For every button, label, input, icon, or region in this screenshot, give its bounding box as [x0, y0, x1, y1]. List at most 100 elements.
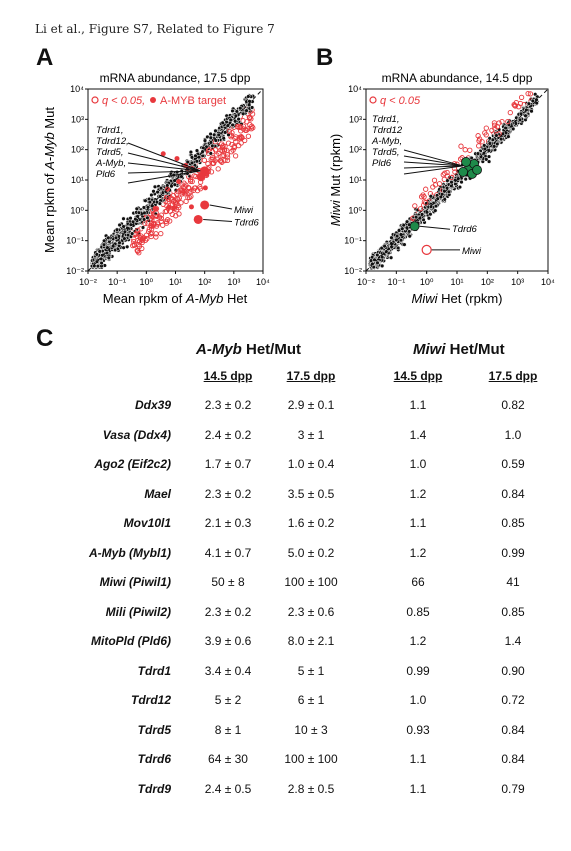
panel-a-callout-line [127, 162, 201, 172]
table-row-gene: Tdrd6 [137, 752, 171, 766]
table-cell: 1.0 [504, 427, 522, 442]
table-cell: 1.6 ± 0.2 [287, 516, 335, 530]
table-cell: 0.72 [501, 693, 525, 707]
panel-b-target-cluster [458, 167, 468, 177]
panel-letter-a: A [36, 44, 54, 71]
data-point [459, 179, 464, 185]
data-point [179, 174, 184, 179]
data-point [220, 120, 225, 125]
y-tick-label: 10¹ [349, 175, 362, 185]
data-point-target [152, 205, 158, 211]
y-tick-label: 10³ [349, 114, 362, 124]
data-point [121, 216, 126, 221]
data-point-significant [218, 147, 224, 153]
table-row-gene: Ddx39 [134, 398, 171, 412]
panel-a-target-cluster [200, 166, 210, 176]
data-point-target [202, 185, 208, 191]
data-point [122, 229, 128, 234]
data-point [213, 128, 218, 133]
data-point-significant [158, 230, 164, 237]
table-group-miwi: Miwi Het/Mut [413, 341, 505, 358]
data-point-significant [167, 218, 173, 224]
data-point-significant [232, 153, 239, 159]
table-cell: 6 ± 1 [297, 693, 325, 707]
table-cell: 1.4 [504, 634, 522, 648]
data-point [194, 159, 200, 164]
table-cell: 8 ± 1 [214, 722, 242, 737]
panel-a-legend-filled-marker [150, 97, 156, 103]
data-point-significant [163, 218, 169, 225]
data-point [125, 244, 130, 249]
table-cell: 2.4 ± 0.2 [204, 427, 252, 442]
data-point-significant [224, 154, 231, 160]
panel-a-ylabel: Mean rpkm of A-Myb Mut [42, 107, 57, 253]
panel-a-callout-label: A-Myb, [95, 158, 126, 169]
panel-a-xlabel: Mean rpkm of A-Myb Het [103, 291, 248, 306]
panel-a-callout-label: Pld6 [96, 169, 116, 180]
data-point [230, 122, 235, 128]
data-point [428, 194, 433, 199]
data-point-significant [162, 208, 168, 215]
data-point [230, 108, 235, 114]
data-point [426, 216, 432, 221]
data-point [136, 210, 142, 215]
table-group-amyb-italic: A-Myb [196, 341, 242, 358]
data-point [143, 198, 148, 203]
data-point-significant [186, 194, 193, 201]
panel-b-miwi-marker [421, 244, 432, 255]
panel-b-legend-q: q < 0.05 [380, 95, 421, 107]
data-point-significant [229, 141, 235, 148]
panel-a-ticks: 10⁻²10⁻² 10⁻¹ 10⁻¹ 10⁰ 10⁰ 10¹ 10¹ 10² 10² 10³ 10³… [66, 84, 270, 287]
data-point [487, 136, 492, 141]
table-row-gene: Tdrd12 [130, 693, 171, 707]
data-point-significant [219, 153, 225, 159]
data-point [140, 225, 146, 230]
panel-a-legend-target: A-MYB target [160, 95, 226, 107]
data-point-significant [176, 204, 182, 211]
table-cell: 0.99 [406, 663, 430, 678]
data-point [208, 151, 213, 156]
data-point-significant [212, 147, 219, 153]
panel-a-callout-line [127, 152, 201, 172]
data-point-significant [158, 212, 164, 218]
data-point [517, 117, 523, 122]
data-point [238, 106, 243, 111]
data-point [185, 159, 190, 165]
table-cell: 0.85 [501, 604, 525, 619]
panel-a-xlabel-italic: A-Myb [185, 291, 224, 306]
table-row-gene: Tdrd1 [137, 663, 171, 678]
data-point-significant [250, 125, 256, 131]
table-cell: 0.79 [501, 781, 525, 796]
data-point [105, 245, 110, 250]
data-point-significant [458, 143, 464, 149]
scatter-plots: mRNA abundance, 17.5 dpp 10⁻²10⁻²10⁻¹10⁻… [42, 71, 555, 306]
panel-a-miwi-marker [200, 200, 210, 210]
panel-b-callout-label: A-Myb, [371, 136, 402, 147]
data-point [106, 255, 111, 260]
table-subheader: 17.5 dpp [286, 369, 336, 383]
data-point-significant [237, 124, 243, 131]
table-cell: 10 ± 3 [294, 722, 328, 737]
data-point [486, 148, 492, 153]
x-tick-label: 10¹ [450, 277, 463, 287]
panel-b-xlabel-post: Het (rpkm) [438, 291, 503, 306]
data-point-significant [205, 147, 212, 154]
table-cell: 41 [506, 575, 520, 589]
y-tick-label: 10³ [71, 114, 84, 124]
data-point-significant [226, 128, 233, 134]
data-point [208, 131, 213, 137]
table-cell: 0.84 [501, 722, 525, 737]
table-cell: 1.2 [409, 545, 427, 560]
data-point [428, 212, 433, 217]
table-cell: 3 ± 1 [297, 427, 325, 442]
data-point [457, 184, 463, 190]
data-point-significant [525, 90, 531, 97]
data-point [147, 199, 152, 205]
y-tick-label: 10⁴ [348, 84, 362, 94]
data-point [223, 130, 228, 135]
data-point [121, 224, 126, 229]
data-point [486, 159, 492, 164]
data-point [396, 228, 402, 233]
data-point [188, 149, 194, 155]
data-point [388, 255, 394, 260]
